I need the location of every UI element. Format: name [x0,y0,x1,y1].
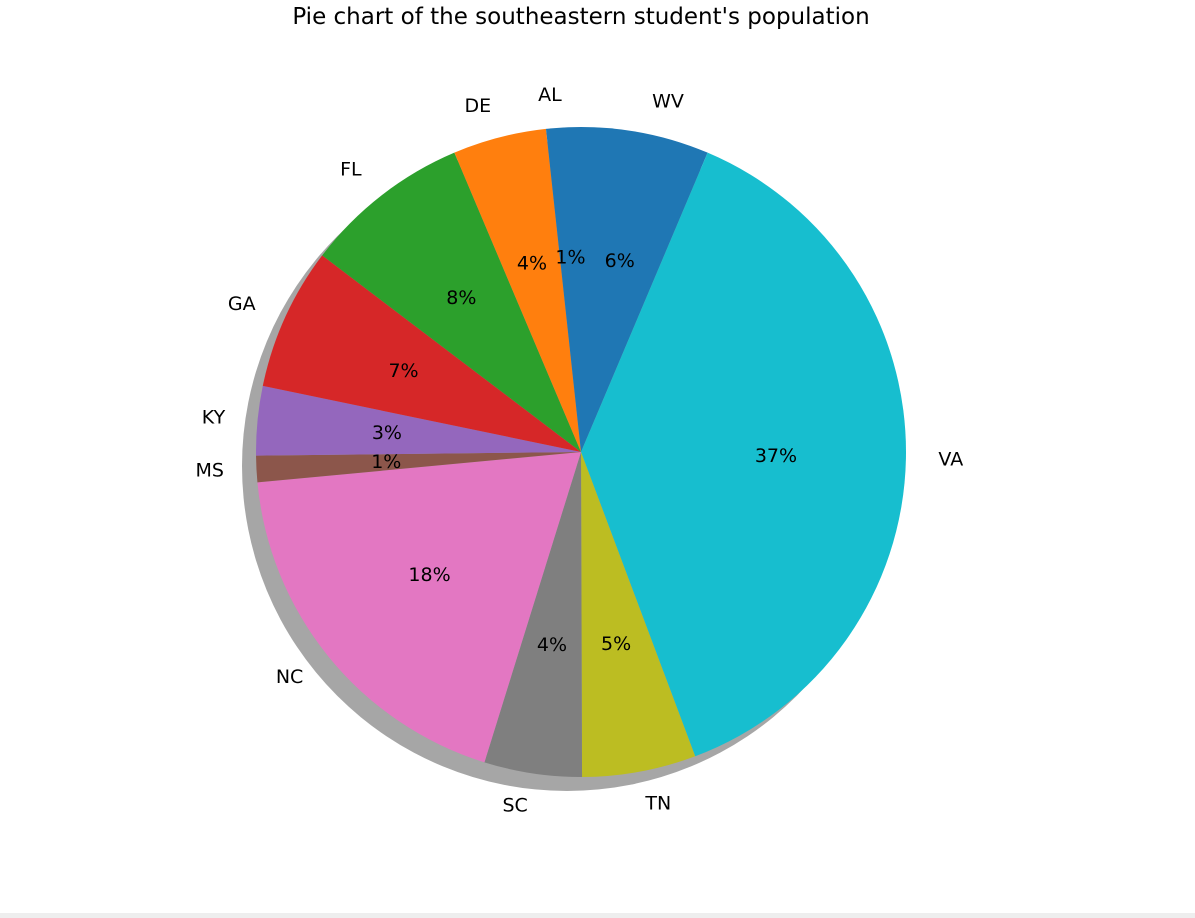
slice-label-de: DE [464,95,491,117]
slice-label-al: AL [538,84,562,106]
pie-labels-layer: WV 6% VA 37% TN 5% SC 4% NC 18% MS 1% KY 3% GA 7% FL 8% DE… [196,84,964,817]
slice-label-sc: SC [502,795,527,817]
pie-slice-nc [257,452,581,763]
pie-slice-tn [581,452,696,777]
pie-slice-fl [322,152,581,453]
slice-label-va: VA [938,448,963,470]
slice-label-ky: KY [202,406,226,428]
slice-label-nc: NC [276,666,303,688]
bottom-strip [0,913,1195,918]
pie-slice-al [545,127,581,452]
slice-label-fl: FL [340,159,362,181]
slice-percent-va: 37% [755,445,797,467]
slice-label-wv: WV [652,91,684,113]
slice-percent-sc: 4% [537,634,567,656]
slice-label-ms: MS [196,460,224,482]
pie-slice-ky [255,385,581,456]
pie-slice-de [454,128,581,453]
pie-slices-layer [255,127,906,777]
slice-percent-al: 1% [555,246,585,268]
slice-percent-ms: 1% [371,451,401,473]
pie-slice-ms [256,452,581,483]
slice-label-ga: GA [228,293,256,315]
slice-percent-nc: 18% [408,564,450,586]
pie-slice-wv [581,127,708,452]
slice-percent-ga: 7% [388,360,418,382]
slice-percent-ky: 3% [372,422,402,444]
pie-slice-ga [262,255,581,452]
slice-percent-fl: 8% [446,287,476,309]
slice-label-tn: TN [644,793,671,815]
chart-title: Pie chart of the southeastern student's … [292,4,870,30]
slice-percent-tn: 5% [601,633,631,655]
slice-percent-wv: 6% [605,250,635,272]
pie-slice-va [581,152,906,757]
slice-percent-de: 4% [517,252,547,274]
pie-slice-sc [484,452,583,777]
